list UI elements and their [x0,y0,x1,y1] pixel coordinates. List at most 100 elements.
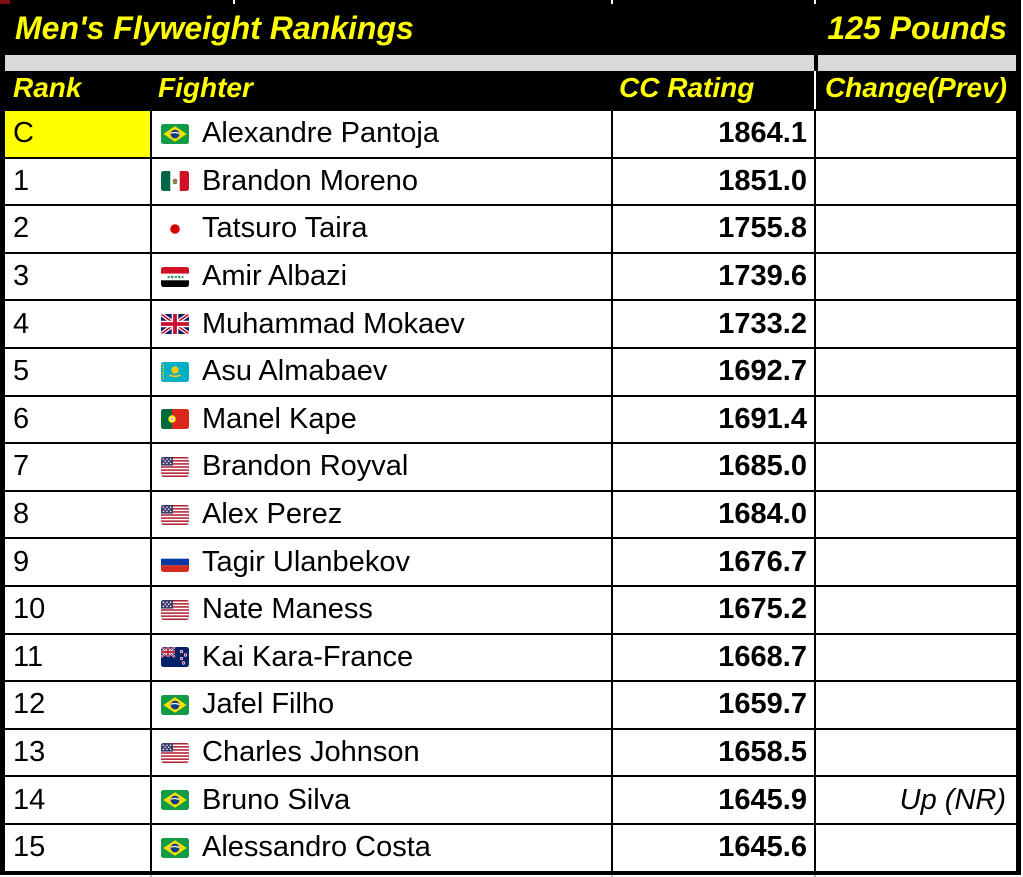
rating-cell[interactable]: 1755.8 [611,206,814,252]
rating-cell[interactable]: 1685.0 [611,444,814,490]
change-cell[interactable] [814,253,1016,300]
rating-cell[interactable]: 1733.2 [611,301,814,347]
column-header-fighter[interactable]: Fighter [150,71,611,109]
rating-cell[interactable]: 1658.5 [611,729,814,776]
fighter-cell[interactable]: Manel Kape [150,396,611,443]
weight-class-label[interactable]: 125 Pounds [827,9,1007,46]
fighter-cell[interactable]: Bruno Silva [150,777,611,823]
rank-cell[interactable]: 13 [5,730,150,776]
separator-row [5,55,1016,71]
rating-cell[interactable]: 1668.7 [611,634,814,681]
change-cell[interactable] [814,491,1016,538]
fighter-cell[interactable]: Jafel Filho [150,682,611,728]
change-cell[interactable] [814,824,1016,871]
rating-value: 1684.0 [718,498,807,531]
fighter-name: Alex Perez [202,498,343,531]
column-header-change[interactable]: Change(Prev) [814,71,1016,109]
rank-cell[interactable]: 8 [5,492,150,538]
top-edge-column-tick [233,0,235,4]
table-bottom-border [5,870,1016,876]
united-states-flag-icon [161,742,189,763]
column-header-fighter-label: Fighter [158,72,253,103]
fighter-name: Jafel Filho [202,688,335,721]
change-cell[interactable] [814,396,1016,443]
table-row: 6 Manel Kape 1691.4 [5,394,1016,443]
rank-cell[interactable]: 2 [5,206,150,252]
change-cell[interactable] [814,444,1016,490]
fighter-cell[interactable]: Alexandre Pantoja [150,111,611,157]
rating-cell[interactable]: 1645.6 [611,824,814,871]
rating-cell[interactable]: 1675.2 [611,586,814,633]
rank-cell[interactable]: 14 [5,777,150,823]
table-row: 4 Muhammad Mokaev 1733.2 [5,299,1016,347]
fighter-cell[interactable]: Tagir Ulanbekov [150,539,611,585]
fighter-cell[interactable]: Brandon Moreno [150,158,611,205]
top-edge-column-tick [611,0,613,4]
change-cell[interactable] [814,539,1016,585]
change-cell[interactable] [814,111,1016,157]
fighter-cell[interactable]: Alessandro Costa [150,824,611,871]
fighter-cell[interactable]: Muhammad Mokaev [150,301,611,347]
rating-cell[interactable]: 1739.6 [611,253,814,300]
rank-cell[interactable]: 3 [5,254,150,300]
change-cell[interactable]: Up (NR) [814,777,1016,823]
brazil-flag-icon [161,837,189,858]
column-header-rating[interactable]: CC Rating [611,71,814,109]
rating-cell[interactable]: 1851.0 [611,158,814,205]
column-header-rank-label: Rank [13,72,82,103]
rank-cell[interactable]: 5 [5,349,150,395]
change-cell[interactable] [814,348,1016,395]
rank-cell[interactable]: 4 [5,301,150,347]
fighter-name: Alessandro Costa [202,831,431,864]
change-cell[interactable] [814,301,1016,347]
rank-value: 3 [13,260,30,293]
rating-cell[interactable]: 1676.7 [611,539,814,585]
rank-value: 13 [13,736,46,769]
change-cell[interactable] [814,729,1016,776]
table-row: 2 Tatsuro Taira 1755.8 [5,204,1016,252]
change-cell[interactable] [814,634,1016,681]
fighter-name: Charles Johnson [202,736,420,769]
rank-cell[interactable]: 11 [5,635,150,681]
table-title-row: Men's Flyweight Rankings 125 Pounds [5,4,1016,55]
rank-cell[interactable]: 15 [5,825,150,871]
rating-cell[interactable]: 1645.9 [611,777,814,823]
rank-value: 5 [13,355,30,388]
fighter-cell[interactable]: Kai Kara-France [150,634,611,681]
rank-cell[interactable]: 6 [5,397,150,443]
change-cell[interactable] [814,586,1016,633]
rating-cell[interactable]: 1692.7 [611,348,814,395]
column-header-rank[interactable]: Rank [5,71,150,109]
rank-cell[interactable]: 12 [5,682,150,728]
rating-cell[interactable]: 1684.0 [611,491,814,538]
rating-cell[interactable]: 1864.1 [611,111,814,157]
rank-cell[interactable]: 1 [5,159,150,205]
page-title[interactable]: Men's Flyweight Rankings [15,9,414,46]
fighter-cell[interactable]: Nate Maness [150,586,611,633]
rank-cell[interactable]: 7 [5,444,150,490]
fighter-cell[interactable]: Amir Albazi [150,253,611,300]
top-edge-column-tick [814,0,816,4]
rank-cell[interactable]: 9 [5,539,150,585]
change-cell[interactable] [814,206,1016,252]
fighter-cell[interactable]: Charles Johnson [150,729,611,776]
fighter-cell[interactable]: Asu Almabaev [150,348,611,395]
column-header-change-label: Change(Prev) [824,72,1007,103]
rank-cell[interactable]: C [5,111,150,157]
fighter-cell[interactable]: Tatsuro Taira [150,206,611,252]
rank-cell[interactable]: 10 [5,587,150,633]
fighter-cell[interactable]: Brandon Royval [150,444,611,490]
rating-value: 1733.2 [718,307,807,340]
rating-cell[interactable]: 1659.7 [611,682,814,728]
change-cell[interactable] [814,158,1016,205]
rating-value: 1755.8 [718,212,807,245]
fighter-cell[interactable]: Alex Perez [150,491,611,538]
rating-cell[interactable]: 1691.4 [611,396,814,443]
united-states-flag-icon [161,599,189,620]
separator-segment-right [814,55,1016,71]
kazakhstan-flag-icon [161,361,189,382]
table-row: 11 Kai Kara-France 1668.7 [5,632,1016,681]
fighter-name: Bruno Silva [202,783,351,816]
change-cell[interactable] [814,682,1016,728]
table-row: 1 Brandon Moreno 1851.0 [5,156,1016,205]
